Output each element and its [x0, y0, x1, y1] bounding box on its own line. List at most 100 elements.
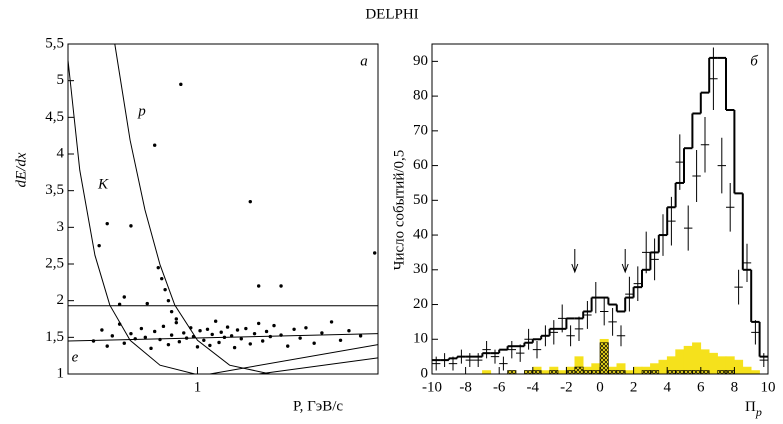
- data-point: [625, 276, 634, 312]
- filled-bar: [540, 370, 550, 374]
- data-point: [633, 266, 642, 302]
- hatched-bar: [650, 370, 660, 374]
- point: [169, 309, 174, 314]
- point: [219, 330, 223, 334]
- point: [156, 265, 160, 270]
- y-tick-label: 2: [57, 292, 65, 308]
- point: [189, 326, 193, 330]
- hatched-bar: [700, 370, 710, 374]
- x-tick-label: 4: [663, 379, 671, 395]
- data-point: [658, 214, 668, 256]
- point: [145, 301, 149, 306]
- point: [256, 284, 261, 288]
- plot-frame: [67, 43, 379, 375]
- x-tick-label: 6: [697, 379, 705, 395]
- y-tick-label: 10: [413, 331, 428, 347]
- hatched-bar: [591, 370, 601, 374]
- hatched-bar: [599, 342, 609, 374]
- point: [149, 346, 153, 351]
- data-point: [700, 116, 710, 173]
- plot-area: [68, 44, 378, 374]
- point: [268, 334, 273, 339]
- y-tick-label: 1,5: [45, 329, 64, 345]
- point: [208, 343, 212, 348]
- data-point: [709, 47, 718, 110]
- curve: [68, 60, 195, 374]
- filled-bar: [624, 370, 634, 374]
- y-tick-label: 70: [413, 122, 428, 138]
- panel-letter: б: [750, 53, 758, 69]
- y-tick-label: 1: [57, 365, 65, 381]
- point: [143, 335, 148, 340]
- hatched-bar: [532, 370, 542, 374]
- data-point: [600, 297, 609, 326]
- data-point: [507, 341, 516, 359]
- filled-bar: [683, 345, 693, 374]
- filled-bar: [734, 359, 744, 374]
- point: [222, 335, 227, 340]
- filled-bar: [742, 366, 752, 374]
- point: [97, 243, 101, 248]
- data-point: [726, 182, 735, 232]
- point: [105, 344, 109, 348]
- filled-bar: [692, 342, 702, 374]
- point: [202, 338, 206, 342]
- point: [358, 334, 363, 338]
- curve-label: p: [137, 103, 146, 119]
- x-axis-label: P, ГэВ/c: [293, 398, 343, 414]
- y-tick-label: 2,5: [45, 255, 64, 271]
- point: [347, 329, 351, 333]
- point: [177, 340, 182, 344]
- y-axis-label: Число событий/0,5: [391, 150, 407, 271]
- data-point: [432, 356, 441, 371]
- data-point: [591, 281, 600, 314]
- point: [264, 329, 269, 334]
- point: [105, 221, 109, 226]
- plot-frame: [431, 43, 769, 375]
- y-tick-label: 4,5: [45, 109, 64, 125]
- point: [100, 328, 104, 332]
- y-tick-label: 4: [57, 145, 65, 161]
- filled-bar: [750, 370, 760, 374]
- data-point: [650, 238, 659, 281]
- point: [158, 337, 162, 342]
- hatched-bar: [666, 370, 676, 374]
- point: [163, 287, 167, 292]
- point: [286, 344, 290, 348]
- point: [179, 82, 183, 87]
- hatched-bar: [641, 370, 651, 374]
- x-tick-label: -10: [422, 379, 442, 395]
- point: [198, 329, 202, 333]
- data-point: [482, 341, 491, 359]
- hatched-bar: [616, 370, 626, 374]
- point: [166, 298, 171, 303]
- filled-bar: [658, 359, 668, 374]
- hatched-bar: [725, 370, 735, 374]
- y-tick-label: 5,5: [45, 35, 64, 51]
- point: [229, 334, 234, 338]
- point: [260, 339, 265, 343]
- y-tick-label: 80: [413, 88, 428, 104]
- cut-arrow: [571, 249, 579, 274]
- point: [210, 332, 214, 337]
- point: [320, 331, 324, 335]
- point: [298, 336, 302, 340]
- filled-bar: [708, 352, 718, 374]
- hatched-bar: [692, 370, 702, 374]
- y-tick-label: 3: [57, 219, 65, 235]
- x-tick-label: -2: [560, 379, 573, 395]
- point: [225, 325, 230, 329]
- data-point: [616, 325, 626, 347]
- point: [152, 143, 157, 147]
- data-point: [574, 316, 584, 341]
- hatched-bar: [566, 370, 576, 374]
- point: [217, 340, 221, 345]
- data-point: [583, 301, 592, 329]
- point: [292, 327, 296, 331]
- point: [174, 320, 179, 325]
- panel-letter: а: [360, 53, 368, 69]
- cut-arrow: [621, 249, 629, 274]
- point: [252, 331, 257, 336]
- curve-label: e: [72, 349, 79, 365]
